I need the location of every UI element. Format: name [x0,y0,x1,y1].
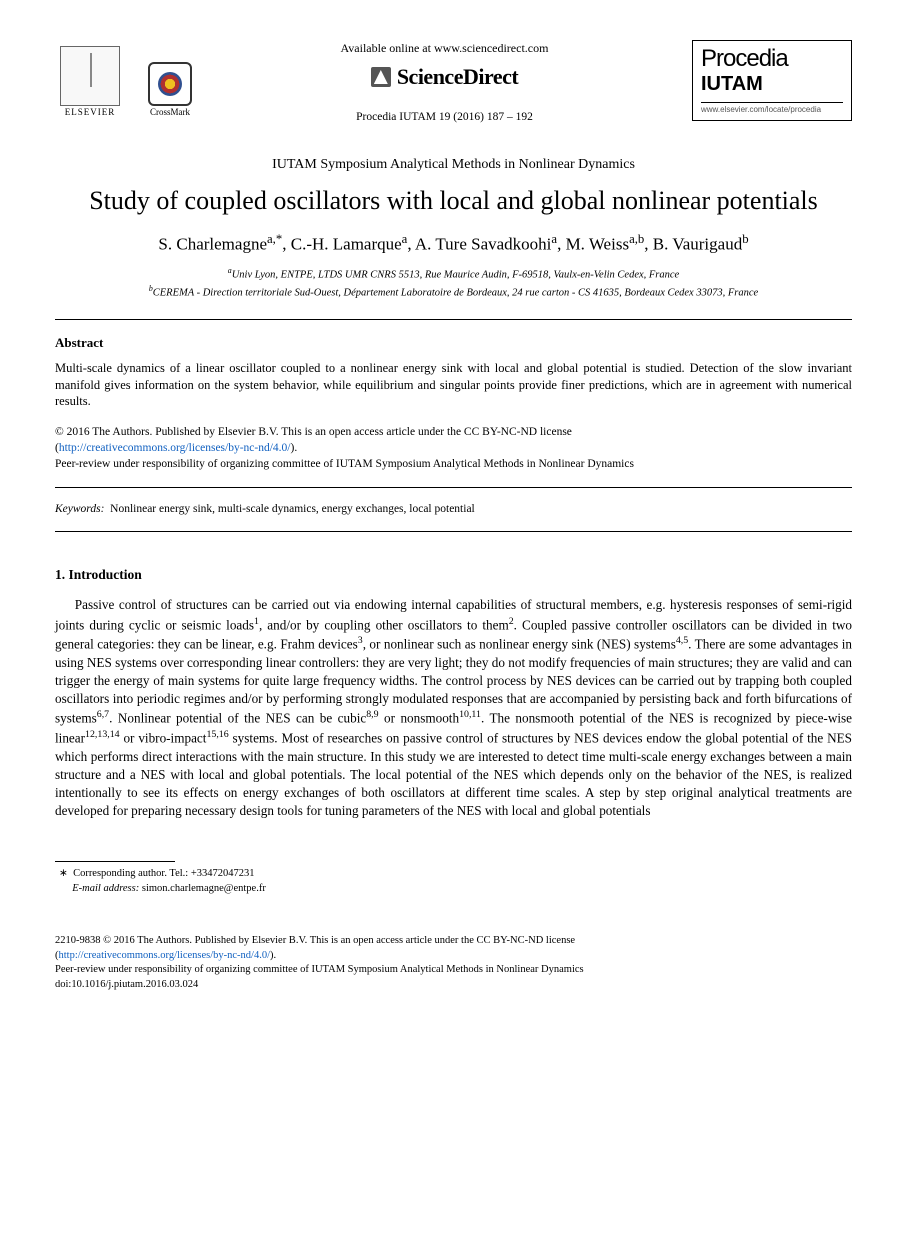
paper-title: Study of coupled oscillators with local … [55,185,852,218]
copyright-line1: © 2016 The Authors. Published by Elsevie… [55,426,572,438]
divider [55,531,852,532]
divider [55,487,852,488]
elsevier-tree-icon [60,46,120,106]
sciencedirect-label: ScienceDirect [397,62,518,92]
author-list: S. Charlemagnea,*, C.-H. Lamarquea, A. T… [55,231,852,257]
section-1-heading: 1. Introduction [55,566,852,584]
corresponding-author-footnote: ∗ Corresponding author. Tel.: +334720472… [55,866,852,896]
citation-line: Procedia IUTAM 19 (2016) 187 – 192 [207,110,682,126]
elsevier-logo[interactable]: ELSEVIER [55,40,125,118]
conference-name: IUTAM Symposium Analytical Methods in No… [55,156,852,175]
footnote-rule [55,861,175,862]
crossmark-badge[interactable]: CrossMark [143,62,197,118]
peer-review-line: Peer-review under responsibility of orga… [55,458,634,470]
copyright-block: © 2016 The Authors. Published by Elsevie… [55,424,852,472]
abstract-heading: Abstract [55,334,852,352]
affiliations: aUniv Lyon, ENTPE, LTDS UMR CNRS 5513, R… [55,265,852,301]
page-header: ELSEVIER CrossMark Available online at w… [55,40,852,126]
crossmark-label: CrossMark [150,106,190,118]
doi-text: doi:10.1016/j.piutam.2016.03.024 [55,979,198,990]
journal-brand-box[interactable]: Procedia IUTAM www.elsevier.com/locate/p… [692,40,852,121]
license-link[interactable]: http://creativecommons.org/licenses/by-n… [59,442,291,454]
elsevier-label: ELSEVIER [65,106,116,118]
affiliation-a: aUniv Lyon, ENTPE, LTDS UMR CNRS 5513, R… [55,265,852,283]
email-label: E-mail address: [72,883,139,894]
keywords-label: Keywords: [55,503,104,515]
sciencedirect-icon [371,67,391,87]
procedia-title: Procedia [701,47,843,71]
keywords-text: Nonlinear energy sink, multi-scale dynam… [110,503,475,515]
left-logo-group: ELSEVIER CrossMark [55,40,197,118]
divider [55,319,852,320]
crossmark-icon [148,62,192,106]
corresponding-text: Corresponding author. Tel.: +33472047231 [73,868,254,879]
footnote-star: ∗ [59,868,68,879]
sciencedirect-logo[interactable]: ScienceDirect [371,62,518,92]
procedia-subtitle: IUTAM [701,71,843,103]
available-online-text: Available online at www.sciencedirect.co… [207,40,682,56]
footer-peer-review: Peer-review under responsibility of orga… [55,964,584,975]
corresponding-email: simon.charlemagne@entpe.fr [142,883,266,894]
issn-line: 2210-9838 © 2016 The Authors. Published … [55,935,575,946]
procedia-url: www.elsevier.com/locate/procedia [701,105,843,116]
page-footer: 2210-9838 © 2016 The Authors. Published … [55,934,852,993]
affiliation-b: bCEREMA - Direction territoriale Sud-Oue… [55,283,852,301]
footer-license-link[interactable]: http://creativecommons.org/licenses/by-n… [59,950,271,961]
header-center: Available online at www.sciencedirect.co… [197,40,692,126]
abstract-body: Multi-scale dynamics of a linear oscilla… [55,360,852,411]
keywords-row: Keywords: Nonlinear energy sink, multi-s… [55,502,852,518]
section-1-body: Passive control of structures can be car… [55,596,852,820]
